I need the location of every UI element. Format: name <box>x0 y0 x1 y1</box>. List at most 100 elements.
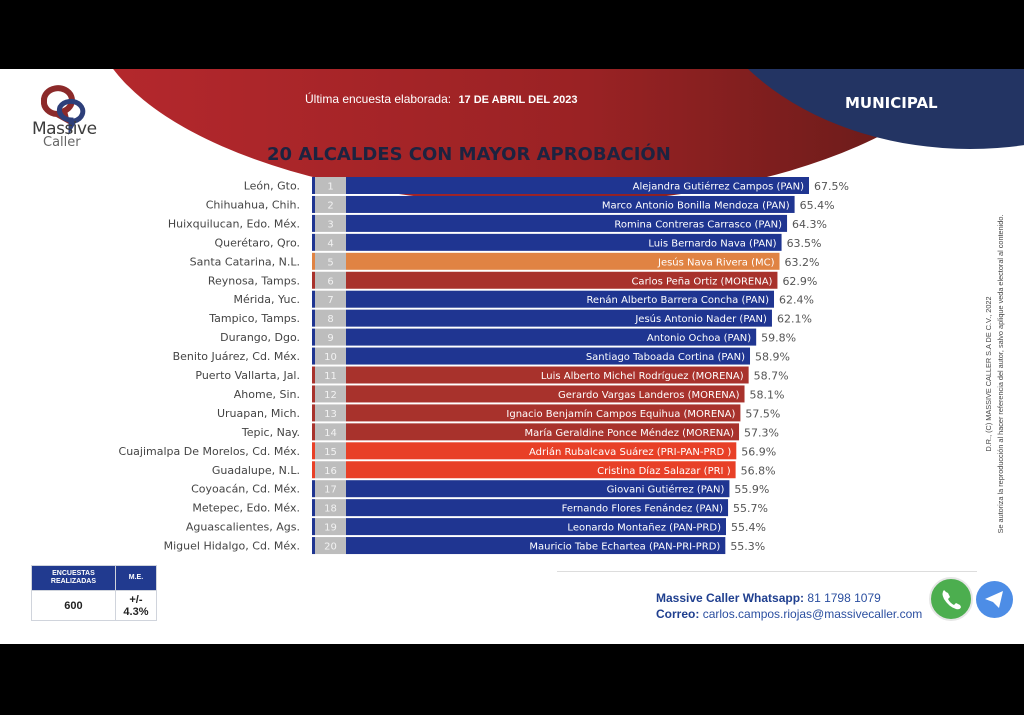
bar-edge <box>312 518 315 536</box>
copyright-notice: D.R., (C) MASSIVE CALLER S.A DE C.V., 20… <box>975 184 1015 564</box>
bar-chart: León, Gto. 1 Alejandra Gutiérrez Campos (P… <box>119 177 849 555</box>
copyright-line1: D.R., (C) MASSIVE CALLER S.A DE C.V., 20… <box>984 296 993 452</box>
value-label: 63.2% <box>785 256 820 269</box>
mayor-name-label: Alejandra Gutiérrez Campos (PAN) <box>633 181 804 193</box>
category-label: Chihuahua, Chih. <box>206 198 300 211</box>
bar <box>346 233 782 251</box>
rank-label: 19 <box>324 523 337 534</box>
value-label: 57.5% <box>745 407 780 420</box>
bar <box>346 499 729 517</box>
rank-label: 1 <box>327 182 333 193</box>
category-label: Huixquilucan, Edo. Méx. <box>168 217 300 230</box>
bar <box>346 518 727 536</box>
value-label: 55.3% <box>730 540 765 553</box>
whatsapp-number[interactable]: 81 1798 1079 <box>807 591 881 605</box>
rank-box <box>315 423 346 441</box>
surveys-header: ENCUESTAS REALIZADAS <box>31 565 116 591</box>
rank-label: 12 <box>324 390 337 401</box>
category-label: Mérida, Yuc. <box>233 293 300 306</box>
rank-label: 11 <box>324 371 337 382</box>
bar <box>346 347 751 365</box>
rank-label: 13 <box>324 409 337 420</box>
mayor-name-label: Jesús Nava Rivera (MC) <box>657 256 775 268</box>
category-label: Querétaro, Qro. <box>215 236 300 249</box>
value-label: 58.1% <box>750 388 785 401</box>
bar-edge <box>312 537 315 555</box>
bar-edge <box>312 423 315 441</box>
bar-edge <box>312 271 315 289</box>
rank-label: 4 <box>327 238 333 249</box>
survey-date-label: Última encuesta elaborada: 17 DE ABRIL D… <box>305 92 577 106</box>
value-label: 58.7% <box>754 370 789 383</box>
surveys-value: 600 <box>31 590 116 621</box>
bar <box>346 328 757 346</box>
value-label: 56.9% <box>741 445 776 458</box>
divider <box>557 571 977 572</box>
rank-box <box>315 328 346 346</box>
category-label: Santa Catarina, N.L. <box>190 255 300 268</box>
mayor-name-label: Romina Contreras Carrasco (PAN) <box>614 219 782 230</box>
bar-edge <box>312 177 315 194</box>
whatsapp-icon[interactable] <box>929 577 973 621</box>
bar <box>346 195 795 213</box>
bar <box>346 385 745 403</box>
bar-edge <box>312 347 315 365</box>
rank-box <box>315 518 346 536</box>
value-label: 55.7% <box>733 502 768 515</box>
bar-edge <box>312 290 315 308</box>
category-label: Reynosa, Tamps. <box>208 274 300 287</box>
value-label: 57.3% <box>744 426 779 439</box>
bar-edge <box>312 309 315 327</box>
rank-box <box>315 385 346 403</box>
email-link[interactable]: carlos.campos.riojas@massivecaller.com <box>702 607 923 621</box>
rank-label: 16 <box>324 466 337 477</box>
mayor-name-label: Marco Antonio Bonilla Mendoza (PAN) <box>602 200 790 211</box>
bar <box>346 480 730 498</box>
bar <box>346 442 737 460</box>
category-label: Tepic, Nay. <box>241 426 300 439</box>
value-label: 63.5% <box>787 237 822 250</box>
mayor-name-label: Santiago Taboada Cortina (PAN) <box>586 352 745 363</box>
mayor-name-label: Leonardo Montañez (PAN-PRD) <box>567 523 721 534</box>
rank-label: 2 <box>327 200 333 211</box>
category-label: Metepec, Edo. Méx. <box>192 502 300 515</box>
rank-label: 9 <box>327 333 333 344</box>
rank-box <box>315 252 346 270</box>
category-label: Guadalupe, N.L. <box>212 464 300 477</box>
rank-label: 5 <box>327 257 333 268</box>
value-label: 65.4% <box>800 199 835 212</box>
value-label: 62.4% <box>779 294 814 307</box>
bar <box>346 214 788 232</box>
rank-box <box>315 499 346 517</box>
section-title: MUNICIPAL <box>845 94 938 112</box>
category-label: Uruapan, Mich. <box>217 407 300 420</box>
mayor-name-label: Jesús Antonio Nader (PAN) <box>634 313 767 325</box>
contact-info: Massive Caller Whatsapp: 81 1798 1079 Co… <box>656 590 922 622</box>
rank-label: 6 <box>327 276 333 287</box>
brand-subname: Caller <box>43 135 81 150</box>
value-label: 62.9% <box>782 275 817 288</box>
mayor-name-label: Antonio Ochoa (PAN) <box>647 333 751 344</box>
bar-edge <box>312 480 315 498</box>
bar <box>346 177 809 194</box>
category-label: Puerto Vallarta, Jal. <box>195 369 300 382</box>
rank-box <box>315 290 346 308</box>
value-label: 56.8% <box>741 464 776 477</box>
rank-label: 7 <box>327 295 333 306</box>
category-label: León, Gto. <box>244 180 300 193</box>
bar <box>346 404 741 422</box>
rank-box <box>315 537 346 555</box>
bar <box>346 252 780 270</box>
value-label: 59.8% <box>761 332 796 345</box>
category-label: Ahome, Sin. <box>234 388 300 401</box>
bar-edge <box>312 252 315 270</box>
survey-label: Última encuesta elaborada: <box>305 92 452 106</box>
value-label: 55.9% <box>734 483 769 496</box>
mayor-name-label: Carlos Peña Ortiz (MORENA) <box>631 276 772 287</box>
rank-box <box>315 480 346 498</box>
telegram-icon[interactable] <box>976 581 1013 618</box>
category-label: Miguel Hidalgo, Cd. Méx. <box>164 540 300 553</box>
massive-caller-logo-icon <box>40 85 86 136</box>
mayor-name-label: Gerardo Vargas Landeros (MORENA) <box>558 390 740 401</box>
category-label: Aguascalientes, Ags. <box>186 521 300 534</box>
